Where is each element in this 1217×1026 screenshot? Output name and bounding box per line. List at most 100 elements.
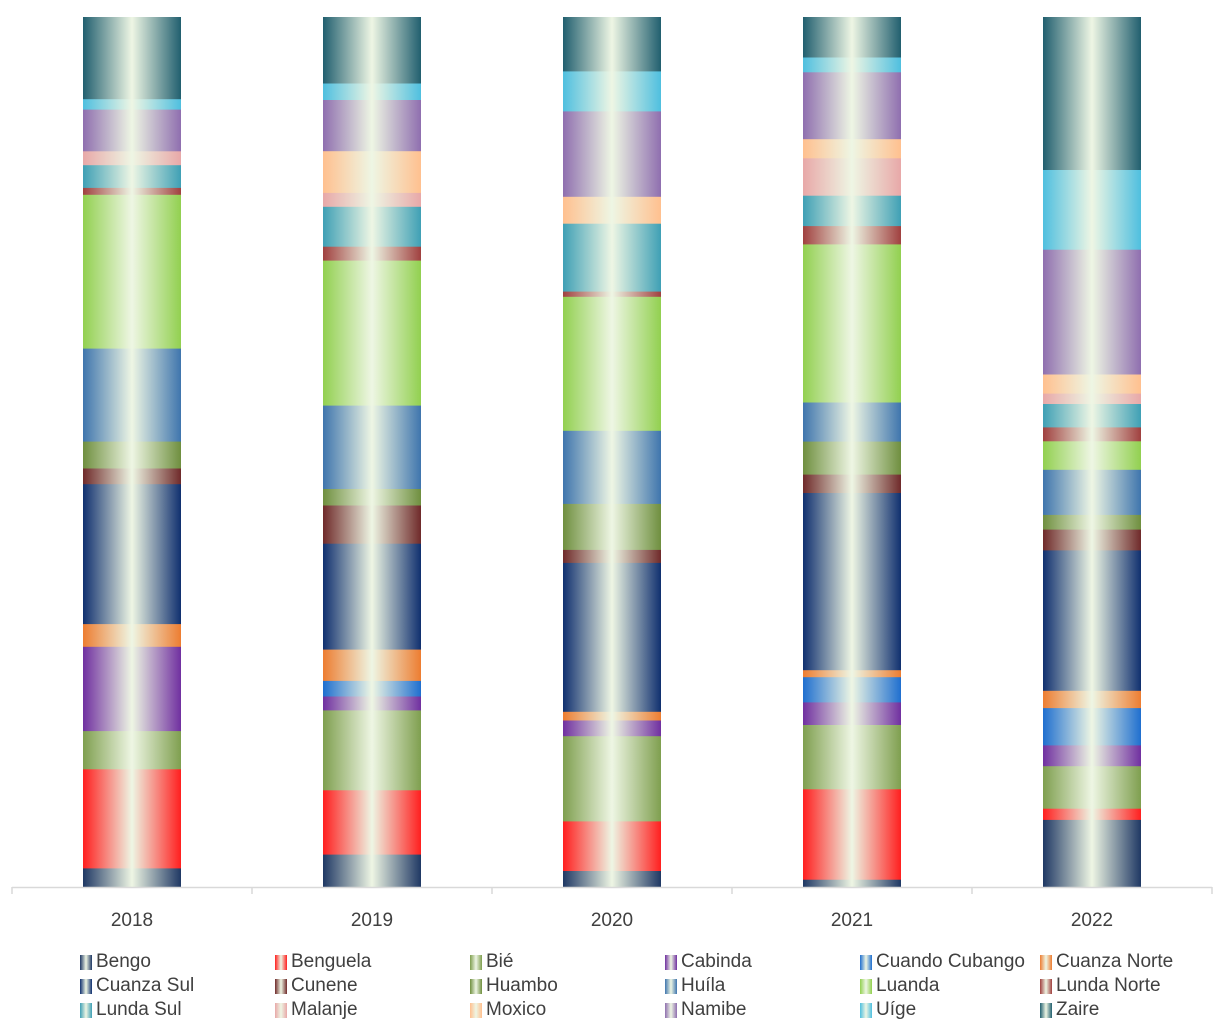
bar-segment-2020-luanda <box>563 296 661 431</box>
legend-item-lunda-norte: Lunda Norte <box>1040 975 1217 997</box>
bar-segment-2018-lunda-norte <box>83 187 181 195</box>
legend-item-uíge: Uíge <box>860 999 1040 1021</box>
bar-segment-2020-moxico <box>563 196 661 224</box>
bar-segment-2020-bié <box>563 735 661 822</box>
bar-segment-2020-benguela <box>563 820 661 871</box>
legend-item-lunda-sul: Lunda Sul <box>80 999 275 1021</box>
legend-item-cuanza-sul: Cuanza Sul <box>80 975 275 997</box>
bar-segment-2022-bengo <box>1043 819 1141 888</box>
bar-segment-2018-huíla <box>83 348 181 442</box>
bar-segment-2019-bié <box>323 709 421 791</box>
legend-label: Malanje <box>291 999 358 1020</box>
legend-label: Cunene <box>291 975 358 996</box>
stacked-bar-chart: 2018 2019 2020 2021 2022 <box>11 17 1213 931</box>
bar-segment-2022-cunene <box>1043 529 1141 551</box>
legend-label: Cuando Cubango <box>876 951 1025 972</box>
bar-segment-2021-bengo <box>803 879 901 888</box>
legend-swatch <box>860 1002 872 1018</box>
bar-segment-2018-uíge <box>83 98 181 110</box>
bar-segment-2022-cuando-cubango <box>1043 707 1141 746</box>
legend-label: Benguela <box>291 951 372 972</box>
bar-segment-2018-cuanza-norte <box>83 623 181 647</box>
legend-item-moxico: Moxico <box>470 999 665 1021</box>
bar-segment-2019-lunda-norte <box>323 246 421 261</box>
legend-item-bengo: Bengo <box>80 951 275 973</box>
bar-segment-2022-malanje <box>1043 393 1141 404</box>
bar-segment-2019-zaire <box>323 17 421 84</box>
legend-swatch <box>470 954 482 970</box>
bar-segment-2018-zaire <box>83 17 181 100</box>
bar-segment-2018-bengo <box>83 867 181 888</box>
bar-segment-2018-cuanza-sul <box>83 483 181 625</box>
bar-segment-2021-cuanza-sul <box>803 492 901 671</box>
bar-segment-2021-cunene <box>803 474 901 493</box>
bar-segment-2019-cunene <box>323 505 421 544</box>
bar-segment-2019-huambo <box>323 488 421 506</box>
bar-segment-2022-cuanza-sul <box>1043 549 1141 691</box>
bar-segment-2019-luanda <box>323 260 421 406</box>
legend-label: Huambo <box>486 975 558 996</box>
bar-segment-2021-cuando-cubango <box>803 676 901 703</box>
bar-segment-2020-lunda-sul <box>563 223 661 292</box>
bar-segment-2021-moxico <box>803 138 901 159</box>
bar-segment-2021-namibe <box>803 71 901 140</box>
bar-segment-2018-bié <box>83 730 181 770</box>
bar-segment-2018-cunene <box>83 468 181 485</box>
x-tick-label: 2021 <box>831 910 873 931</box>
legend-swatch <box>665 954 677 970</box>
legend-label: Luanda <box>876 975 940 996</box>
bar-segment-2020-cuanza-sul <box>563 562 661 712</box>
legend-label: Bengo <box>96 951 151 972</box>
legend-swatch <box>1040 978 1052 994</box>
bar-segment-2018-lunda-sul <box>83 164 181 188</box>
legend-swatch <box>1040 1002 1052 1018</box>
legend-swatch <box>470 1002 482 1018</box>
legend-swatch <box>275 1002 287 1018</box>
legend-label: Cuanza Sul <box>96 975 195 996</box>
legend-label: Cabinda <box>681 951 752 972</box>
bar-segment-2019-namibe <box>323 99 421 152</box>
bar-segment-2020-bengo <box>563 870 661 888</box>
bar-segment-2021-cuanza-norte <box>803 669 901 678</box>
bar-segment-2019-malanje <box>323 192 421 207</box>
legend-label: Moxico <box>486 999 547 1020</box>
bar-segment-2021-uíge <box>803 57 901 73</box>
bar-segment-2019-bengo <box>323 854 421 888</box>
legend-swatch <box>860 954 872 970</box>
bar-segment-2021-benguela <box>803 788 901 880</box>
bar-segment-2021-cabinda <box>803 701 901 725</box>
bar-segment-2019-moxico <box>323 150 421 193</box>
x-tick-label: 2018 <box>111 910 153 931</box>
x-tick-label: 2022 <box>1071 910 1113 931</box>
legend-label: Bié <box>486 951 514 972</box>
legend-item-huambo: Huambo <box>470 975 665 997</box>
legend-label: Zaire <box>1056 999 1100 1020</box>
legend-swatch <box>1040 954 1052 970</box>
legend-swatch <box>665 978 677 994</box>
legend-swatch <box>80 954 92 970</box>
bar-segment-2022-bié <box>1043 765 1141 809</box>
legend-swatch <box>665 1002 677 1018</box>
bar-segment-2022-cabinda <box>1043 744 1141 767</box>
bar-segment-2022-zaire <box>1043 17 1141 170</box>
legend-swatch <box>275 954 287 970</box>
bar-segment-2020-cunene <box>563 549 661 563</box>
bar-segment-2020-lunda-norte <box>563 291 661 297</box>
legend-item-cuando-cubango: Cuando Cubango <box>860 951 1040 973</box>
legend-swatch <box>470 978 482 994</box>
legend-swatch <box>80 1002 92 1018</box>
legend-item-luanda: Luanda <box>860 975 1040 997</box>
bar-segment-2019-cuando-cubango <box>323 680 421 697</box>
bar-segment-2022-luanda <box>1043 440 1141 470</box>
bar-segment-2018-luanda <box>83 194 181 349</box>
legend-item-cabinda: Cabinda <box>665 951 860 973</box>
bar-segment-2020-huíla <box>563 430 661 504</box>
bar-segment-2020-zaire <box>563 17 661 72</box>
legend: Bengo Benguela Bié Cabinda Cuando Cubango Cua… <box>80 950 1210 1022</box>
bar-segment-2020-uíge <box>563 70 661 112</box>
bar-segment-2019-cuanza-sul <box>323 543 421 650</box>
bar-segment-2021-lunda-norte <box>803 225 901 245</box>
legend-item-cuanza-norte: Cuanza Norte <box>1040 951 1217 973</box>
bar-segment-2021-bié <box>803 724 901 790</box>
bar-segment-2022-uíge <box>1043 169 1141 250</box>
